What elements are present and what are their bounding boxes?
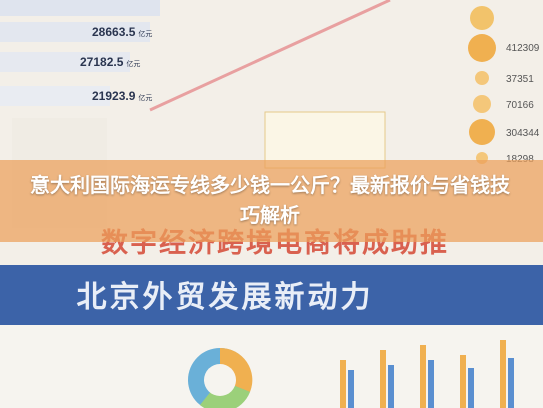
circle-deco: [470, 6, 494, 30]
trend-line: [149, 0, 391, 112]
bar-deco: [0, 22, 150, 42]
banner-band: [0, 265, 543, 325]
overlay-title: 意大利国际海运专线多少钱一公斤？最新报价与省钱技巧解析: [30, 173, 510, 227]
figure-unit: 亿元: [138, 29, 152, 38]
figure-value: 27182.5 亿元: [80, 55, 140, 69]
figure-unit: 亿元: [138, 93, 152, 102]
side-value: 412309: [506, 43, 540, 54]
circle-deco: [475, 71, 489, 85]
side-value: 70166: [506, 100, 534, 111]
pie-deco: [204, 364, 236, 396]
bottom-area: [0, 325, 543, 408]
figure-unit: 亿元: [126, 59, 140, 68]
bar-deco: [0, 52, 130, 72]
banner-line: 北京外贸发展新动力: [77, 280, 374, 315]
circle-deco: [473, 95, 491, 113]
side-value: 18298: [506, 154, 534, 165]
title-overlay: [0, 160, 543, 242]
side-value: 304344: [506, 128, 540, 139]
bar-deco: [0, 0, 160, 16]
bar-deco: [0, 86, 110, 106]
bar-chart-deco: [340, 340, 514, 408]
side-value: 37351: [506, 74, 534, 85]
circle-deco: [469, 119, 495, 145]
figure-value: 21923.9 亿元: [92, 89, 152, 103]
circle-deco: [468, 34, 496, 62]
